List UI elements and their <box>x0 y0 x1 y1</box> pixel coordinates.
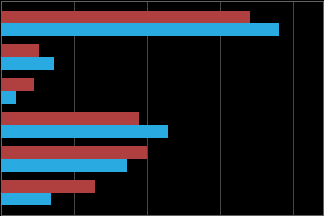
Bar <box>1 23 279 36</box>
Bar <box>1 180 95 193</box>
Bar <box>1 44 39 57</box>
Bar <box>1 91 16 104</box>
Bar <box>1 125 168 138</box>
Bar <box>1 57 54 70</box>
Bar <box>1 159 127 172</box>
Bar <box>1 146 147 159</box>
Bar <box>1 193 51 205</box>
Bar <box>1 11 249 23</box>
Bar <box>1 78 33 91</box>
Bar <box>1 112 139 125</box>
